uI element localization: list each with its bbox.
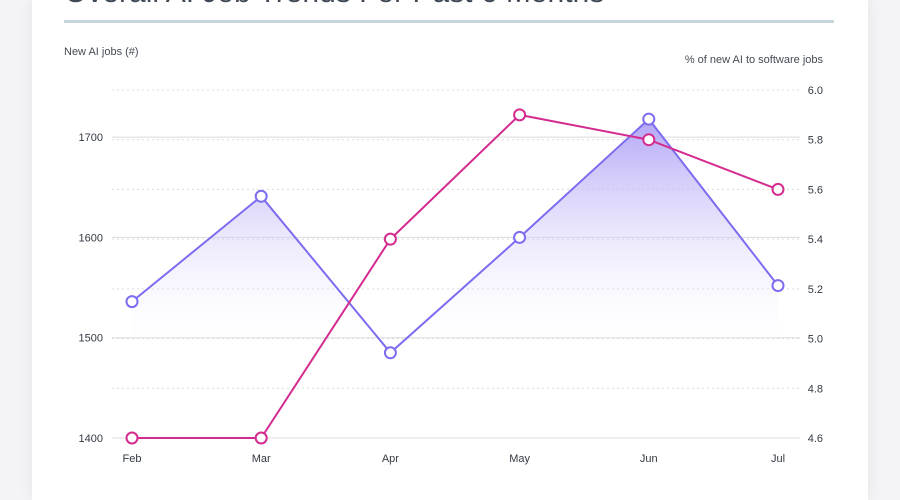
right-tick-label: 5.2 bbox=[808, 284, 823, 296]
x-tick-label: Feb bbox=[123, 453, 142, 465]
data-point[interactable] bbox=[254, 189, 268, 203]
x-tick-label: May bbox=[509, 453, 530, 465]
right-tick-label: 4.8 bbox=[808, 383, 823, 395]
left-tick-label: 1500 bbox=[79, 333, 103, 345]
area-fill bbox=[132, 119, 778, 358]
left-tick-label: 1700 bbox=[79, 132, 103, 144]
series-line-1 bbox=[131, 117, 779, 355]
right-tick-label: 4.6 bbox=[808, 433, 823, 445]
title-underline bbox=[64, 20, 834, 23]
x-tick-label: Apr bbox=[382, 453, 399, 465]
data-point[interactable] bbox=[771, 279, 785, 293]
data-point[interactable] bbox=[513, 230, 527, 244]
data-point[interactable] bbox=[125, 431, 139, 445]
data-point[interactable] bbox=[383, 232, 397, 246]
data-point[interactable] bbox=[125, 295, 139, 309]
right-axis-title: % of new AI to software jobs bbox=[685, 54, 824, 66]
x-tick-label: Jun bbox=[640, 453, 658, 465]
right-tick-label: 5.6 bbox=[808, 184, 823, 196]
left-tick-label: 1400 bbox=[79, 433, 103, 445]
data-point[interactable] bbox=[383, 346, 397, 360]
x-tick-label: Jul bbox=[771, 453, 785, 465]
right-tick-label: 5.0 bbox=[808, 334, 823, 346]
series-line-2 bbox=[132, 113, 779, 439]
data-point[interactable] bbox=[642, 112, 656, 126]
left-tick-label: 1600 bbox=[79, 232, 103, 244]
x-tick-label: Mar bbox=[252, 453, 271, 465]
right-tick-label: 5.4 bbox=[808, 234, 823, 246]
right-tick-label: 6.0 bbox=[808, 85, 823, 97]
data-point[interactable] bbox=[513, 108, 527, 122]
chart-card: Overall AI Job Trends For Past 6 Months … bbox=[32, 0, 868, 500]
data-point[interactable] bbox=[254, 431, 268, 445]
left-axis-title: New AI jobs (#) bbox=[64, 46, 139, 58]
chart-title: Overall AI Job Trends For Past 6 Months bbox=[64, 0, 604, 10]
line-chart: New AI jobs (#) % of new AI to software … bbox=[64, 46, 824, 465]
data-point[interactable] bbox=[771, 182, 785, 196]
data-point[interactable] bbox=[642, 133, 656, 147]
right-tick-label: 5.8 bbox=[808, 135, 823, 147]
